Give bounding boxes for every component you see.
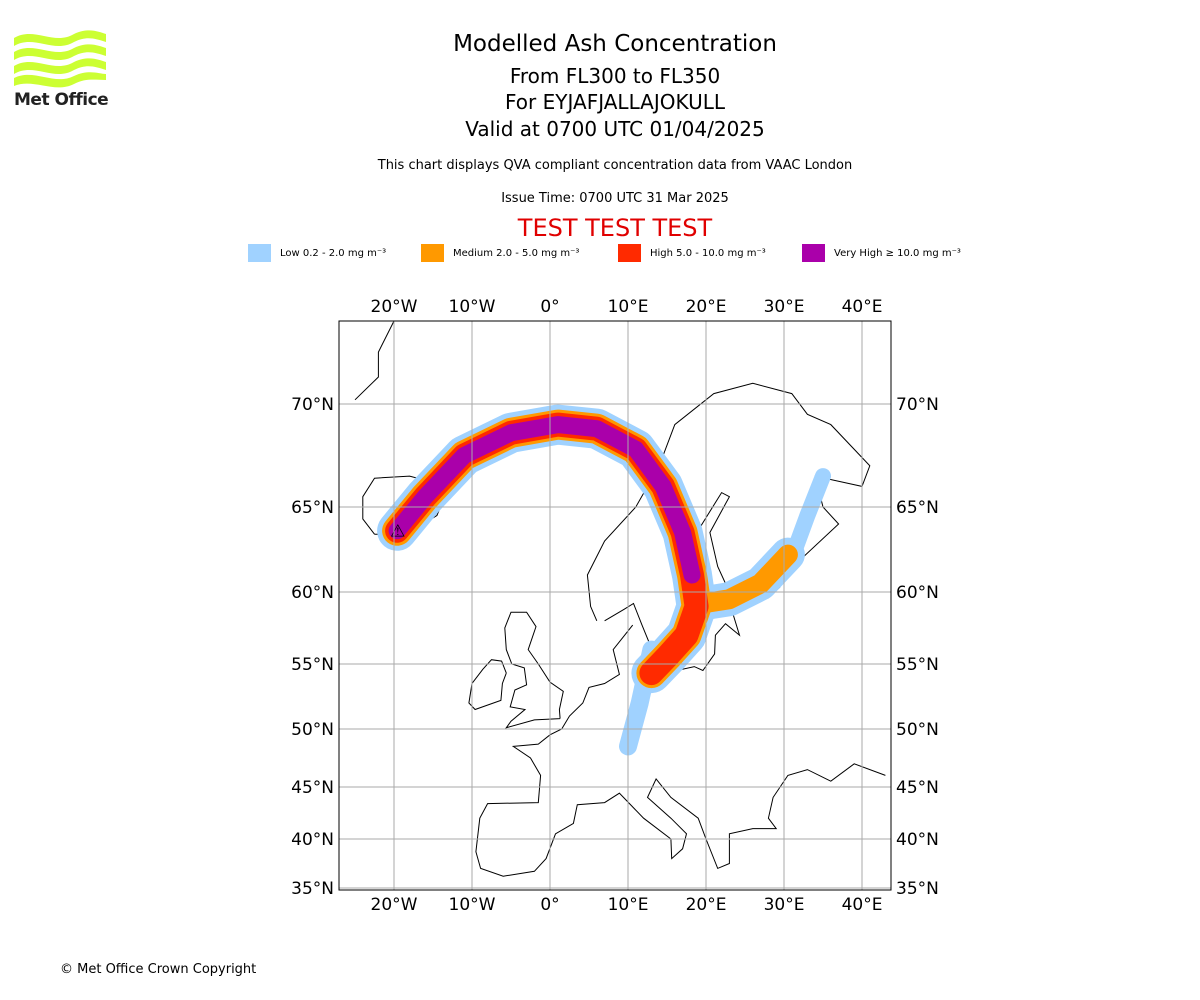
met-office-waves-icon	[14, 30, 106, 88]
map-frame	[338, 320, 892, 891]
volcano-marker-icon: ⚠	[390, 521, 405, 541]
met-office-logo	[14, 30, 106, 92]
legend-label: Medium 2.0 - 5.0 mg m⁻³	[453, 247, 580, 259]
lat-tick-label-right: 50°N	[896, 720, 939, 740]
lon-tick-label-top: 10°E	[608, 297, 649, 317]
lat-tick-label-right: 35°N	[896, 879, 939, 899]
lon-tick-label-bottom: 20°W	[371, 895, 418, 915]
lat-tick-label-left: 55°N	[291, 655, 334, 675]
logo-text: Met Office	[14, 90, 109, 110]
test-banner: TEST TEST TEST	[517, 214, 713, 242]
lat-tick-label-right: 40°N	[896, 830, 939, 850]
volcano-name: For EYJAFJALLAJOKULL	[505, 90, 725, 114]
lon-tick-label-top: 30°E	[764, 297, 805, 317]
lat-tick-label-left: 50°N	[291, 720, 334, 740]
issue-time: Issue Time: 0700 UTC 31 Mar 2025	[501, 191, 729, 206]
lon-tick-label-bottom: 0°	[540, 895, 559, 915]
lat-tick-label-left: 40°N	[291, 830, 334, 850]
lon-tick-label-bottom: 20°E	[686, 895, 727, 915]
lon-tick-label-top: 40°E	[842, 297, 883, 317]
plume-very-high-main	[388, 416, 701, 584]
legend-low: Low 0.2 - 2.0 mg m⁻³	[248, 244, 386, 262]
lat-tick-label-right: 70°N	[896, 395, 939, 415]
lat-tick-label-right: 55°N	[896, 655, 939, 675]
lat-tick-label-left: 65°N	[291, 498, 334, 518]
coastline	[504, 611, 564, 729]
legend-swatch	[802, 244, 825, 262]
chart-title: Modelled Ash Concentration	[453, 31, 777, 57]
plume-medium-east	[692, 544, 798, 614]
lat-tick-label-right: 60°N	[896, 583, 939, 603]
lat-tick-label-left: 60°N	[291, 583, 334, 603]
subtitle: This chart displays QVA compliant concen…	[377, 158, 853, 173]
lon-tick-label-top: 20°E	[686, 297, 727, 317]
copyright: © Met Office Crown Copyright	[60, 962, 257, 977]
lat-tick-label-right: 65°N	[896, 498, 939, 518]
lon-tick-label-top: 10°W	[449, 297, 496, 317]
legend-label: Low 0.2 - 2.0 mg m⁻³	[280, 247, 387, 259]
lon-tick-label-bottom: 30°E	[764, 895, 805, 915]
legend-swatch	[248, 244, 271, 262]
lat-tick-label-left: 70°N	[291, 395, 334, 415]
coastline	[354, 321, 395, 401]
lon-tick-label-bottom: 40°E	[842, 895, 883, 915]
coastline	[468, 659, 507, 711]
flight-level-range: From FL300 to FL350	[509, 64, 721, 88]
lat-tick-label-left: 45°N	[291, 778, 334, 798]
lon-tick-label-top: 20°W	[371, 297, 418, 317]
lat-tick-label-right: 45°N	[896, 778, 939, 798]
lon-tick-label-top: 0°	[540, 297, 559, 317]
legend-very-high: Very High ≥ 10.0 mg m⁻³	[802, 244, 961, 262]
legend-high: High 5.0 - 10.0 mg m⁻³	[618, 244, 766, 262]
legend-swatch	[618, 244, 641, 262]
legend-medium: Medium 2.0 - 5.0 mg m⁻³	[421, 244, 579, 262]
lat-tick-label-left: 35°N	[291, 879, 334, 899]
map-layer: ⚠	[339, 321, 891, 890]
valid-time: Valid at 0700 UTC 01/04/2025	[465, 117, 765, 141]
legend-label: Very High ≥ 10.0 mg m⁻³	[834, 247, 961, 259]
lon-tick-label-bottom: 10°W	[449, 895, 496, 915]
coastline	[475, 624, 886, 877]
legend-label: High 5.0 - 10.0 mg m⁻³	[650, 247, 766, 259]
lon-tick-label-bottom: 10°E	[608, 895, 649, 915]
legend-swatch	[421, 244, 444, 262]
